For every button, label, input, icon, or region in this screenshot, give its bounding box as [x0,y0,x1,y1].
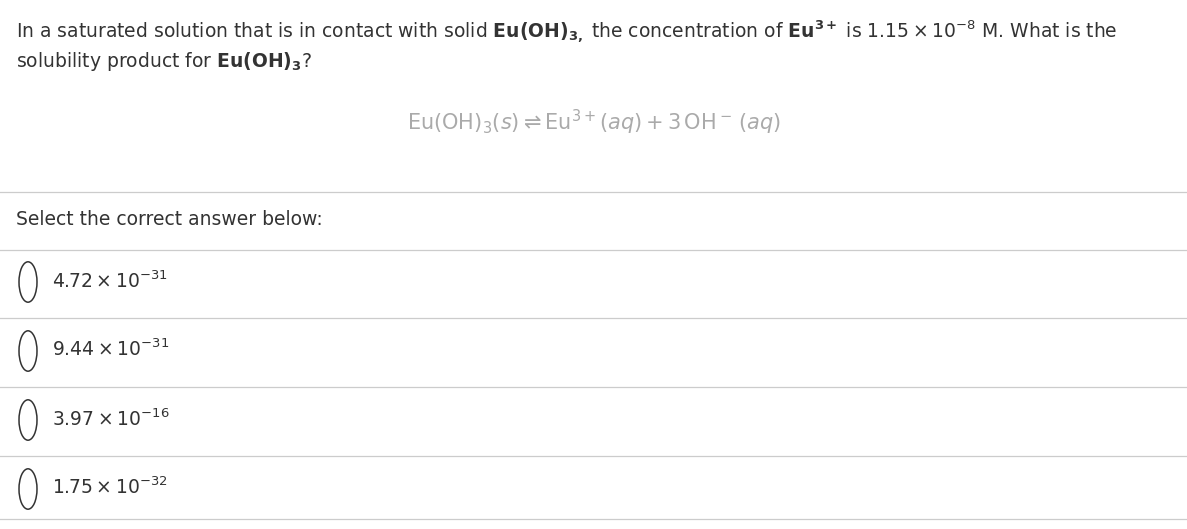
Text: solubility product for $\mathbf{Eu(OH)_{3}}$?: solubility product for $\mathbf{Eu(OH)_{… [15,50,312,73]
Text: $3.97 \times 10^{-16}$: $3.97 \times 10^{-16}$ [52,408,170,430]
Ellipse shape [19,400,37,440]
Text: $\mathrm{Eu(OH)_3}(s) \rightleftharpoons \mathrm{Eu^{3+}}(aq) + 3\,\mathrm{OH^-}: $\mathrm{Eu(OH)_3}(s) \rightleftharpoons… [407,108,780,137]
Text: $9.44 \times 10^{-31}$: $9.44 \times 10^{-31}$ [52,339,170,360]
Text: In a saturated solution that is in contact with solid $\mathbf{Eu(OH)_{3,}}$ the: In a saturated solution that is in conta… [15,18,1117,44]
Ellipse shape [19,331,37,371]
Text: Select the correct answer below:: Select the correct answer below: [15,210,323,229]
Text: $4.72 \times 10^{-31}$: $4.72 \times 10^{-31}$ [52,270,167,291]
Ellipse shape [19,262,37,302]
Ellipse shape [19,469,37,509]
Text: $1.75 \times 10^{-32}$: $1.75 \times 10^{-32}$ [52,477,167,498]
